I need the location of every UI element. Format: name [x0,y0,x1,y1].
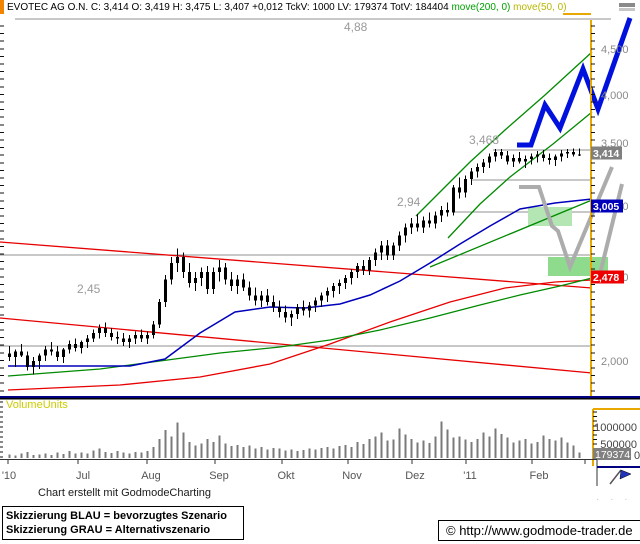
orange-marker-icon [0,0,4,14]
svg-text:Aug: Aug [141,470,161,482]
indicator-move200-label: move(200, 0) [448,2,511,13]
price-axes [0,20,595,396]
resize-dots: · · · [596,494,632,505]
svg-text:1000000: 1000000 [594,422,637,434]
red-trendline-lower [0,317,593,374]
scenario-sketches [517,17,633,275]
chart-credit-text: Chart erstellt mit GodmodeCharting [38,487,212,499]
chart-area[interactable]: 4,5004,0003,5003,0002,5002,0004,883,4682… [0,16,640,490]
red-trendline-upper [0,241,593,289]
svg-text:'11: '11 [463,470,477,482]
svg-text:2,45: 2,45 [77,282,101,296]
price-tags: 3,414 3,005 2,478 [591,146,624,284]
quote-header: EVOTEC AG O.N. C: 3,414 O: 3,419 H: 3,47… [0,0,640,16]
candles [8,148,581,375]
svg-text:3,414: 3,414 [593,148,619,160]
svg-text:Nov: Nov [342,470,362,482]
symbol-quote-info: EVOTEC AG O.N. C: 3,414 O: 3,419 H: 3,47… [7,2,449,13]
gray-alternative-rally [598,183,624,275]
red-ma-rising [7,279,593,391]
overlay-lines [0,51,593,391]
svg-text:'10: '10 [2,470,16,482]
copyright-box: © http://www.godmode-trader.de [438,520,640,541]
volume-panel [0,401,640,466]
month-labels: '10 Jul Aug Sep Okt Nov Dez '11 Feb [2,470,549,482]
cursor-flag-icon[interactable] [609,469,632,485]
axis-gold-accent [563,13,591,15]
legend-line-gray: Skizzierung GRAU = Alternativszenario [6,524,211,536]
time-axis [0,459,640,486]
svg-text:4,000: 4,000 [601,90,629,102]
svg-text:4,500: 4,500 [601,44,629,56]
blue-preferred-scenario [517,17,633,148]
window-control-icon[interactable] [619,2,635,11]
candlestick-chart-canvas[interactable]: 4,5004,0003,5003,0002,5002,0004,883,4682… [0,16,640,490]
blue-ma-50 [8,198,593,367]
svg-text:Sep: Sep [209,470,229,482]
green-channel-lower [447,111,593,239]
svg-text:Feb: Feb [530,470,549,482]
svg-text:2,94: 2,94 [397,195,421,209]
svg-text:3,468: 3,468 [469,133,499,147]
volume-units-label: VolumeUnits [6,399,68,411]
svg-text:Jul: Jul [76,470,90,482]
gridlines [0,18,611,347]
gray-alternative-scenario [519,166,614,273]
green-support-shallow [429,199,593,268]
scenario-legend: Skizzierung BLAU = bevorzugtes Szenario … [2,506,244,540]
svg-text:4,88: 4,88 [344,20,368,34]
panel-divider [0,396,640,400]
svg-text:Okt: Okt [277,470,294,482]
svg-text:2,000: 2,000 [601,356,629,368]
svg-text:3,005: 3,005 [593,201,619,213]
svg-text:0: 0 [634,450,640,462]
svg-text:Dez: Dez [405,470,425,482]
legend-line-blue: Skizzierung BLAU = bevorzugtes Szenario [6,510,227,522]
svg-text:179374: 179374 [595,449,630,461]
svg-text:2,478: 2,478 [593,272,619,284]
green-channel-upper [415,51,593,217]
indicator-move50-label: move(50, 0) [510,2,567,13]
